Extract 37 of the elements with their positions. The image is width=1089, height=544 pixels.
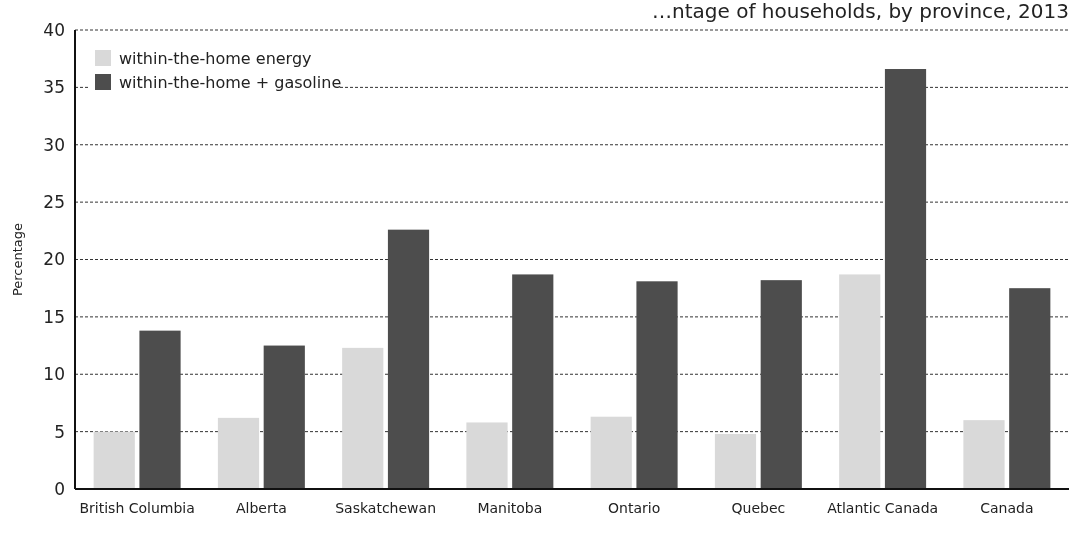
bar: [217, 417, 260, 489]
y-tick-label: 5: [54, 421, 65, 442]
x-tick-label: Atlantic Canada: [827, 500, 939, 516]
bar: [963, 420, 1005, 489]
y-tick-label: 30: [43, 134, 65, 155]
x-tick-label: British Columbia: [79, 500, 195, 516]
x-tick-label: Ontario: [608, 500, 661, 516]
legend-label: within-the-home energy: [119, 48, 312, 68]
y-axis-title: Percentage: [10, 222, 25, 297]
chart-title: …ntage of households, by province, 2013: [652, 0, 1069, 23]
x-tick-label: Quebec: [731, 500, 786, 516]
y-tick-label: 20: [43, 249, 65, 270]
y-tick-label: 0: [54, 478, 65, 499]
bar: [636, 281, 678, 489]
x-tick-label: Alberta: [235, 500, 287, 516]
bar: [342, 347, 384, 489]
x-tick-label: Canada: [980, 500, 1034, 516]
y-tick-label: 15: [43, 306, 65, 327]
bar: [714, 433, 757, 489]
bar: [139, 330, 181, 489]
y-tick-label: 40: [43, 19, 65, 40]
bar: [93, 431, 135, 489]
bar: [590, 416, 632, 489]
legend-label: within-the-home + gasoline: [119, 72, 342, 92]
bar: [387, 229, 430, 489]
bar: [760, 280, 802, 489]
bar: [263, 345, 305, 489]
y-tick-label: 25: [43, 192, 65, 213]
y-tick-label: 10: [43, 364, 65, 385]
y-tick-label: 35: [43, 77, 65, 98]
bar: [884, 69, 927, 489]
x-tick-label: Saskatchewan: [335, 500, 437, 516]
bar: [839, 274, 881, 489]
bar: [512, 274, 554, 489]
bar: [466, 422, 508, 489]
bar: [1009, 288, 1051, 489]
x-tick-label: Manitoba: [477, 500, 543, 516]
